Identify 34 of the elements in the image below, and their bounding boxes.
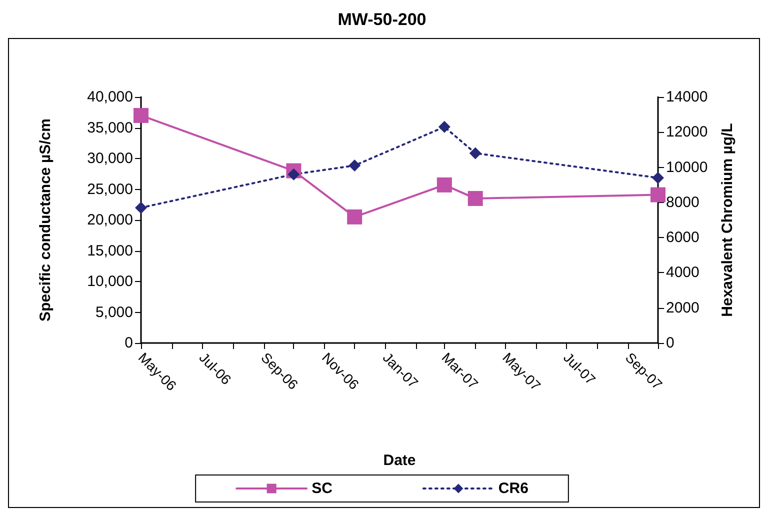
point [650,187,666,202]
y-tick-label: 40,000 [87,88,133,106]
point [469,147,482,160]
point [134,108,148,123]
y2-axis-title: Hexavalent Chromium µg/L [719,123,736,317]
y2-tick-label: 6000 [666,229,700,246]
y-tick-label: 10,000 [87,273,133,290]
point [436,177,452,192]
y2-tick-label: 14000 [666,88,708,106]
point [347,209,362,224]
y-tick-label: 0 [124,334,133,352]
chart-title: MW-50-200 [338,10,426,29]
point [438,120,450,133]
y-tick-label: 30,000 [87,150,133,167]
legend-label: CR6 [498,480,528,497]
point [288,168,300,180]
y2-tick-label: 10000 [666,158,708,176]
y-tick-label: 5,000 [95,304,133,321]
y-tick-label: 20,000 [87,212,133,228]
point [468,190,483,206]
y2-tick-label: 12000 [666,124,708,141]
point [135,202,147,214]
y2-tick-label: 4000 [666,264,700,282]
legend-label: SC [312,480,333,497]
y-axis-title: Specific conductance µS/cm [37,118,54,322]
y2-tick-label: 0 [666,334,674,352]
point [348,160,361,172]
x-axis-title: Date [383,452,416,469]
y2-tick-label: 2000 [666,299,700,316]
y2-tick-label: 8000 [666,194,700,211]
y-tick-label: 35,000 [87,119,133,136]
y-tick-label: 25,000 [87,180,133,198]
point [652,172,664,184]
y-tick-label: 15,000 [87,242,133,260]
